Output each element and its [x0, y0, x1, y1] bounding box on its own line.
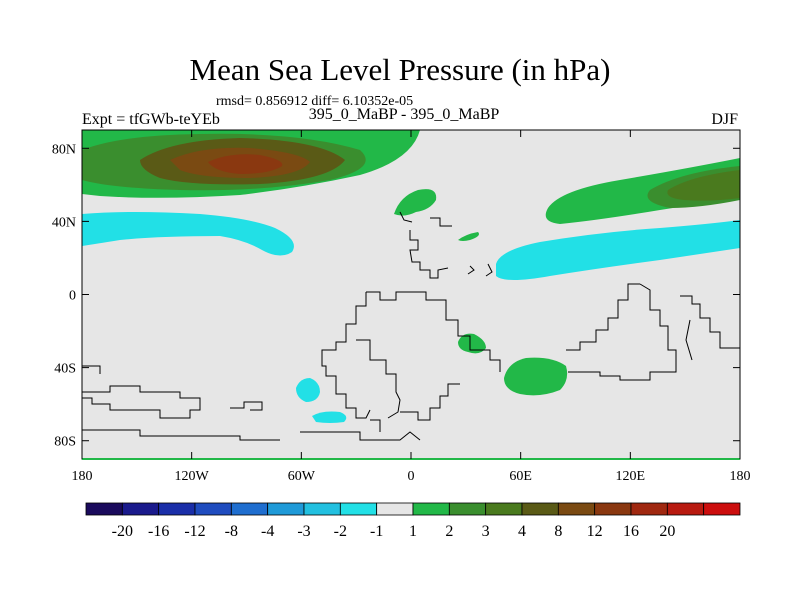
y-tick-label: 40N: [52, 215, 76, 230]
x-tick-label: 120E: [616, 469, 646, 484]
colorbar-swatch: [267, 502, 305, 516]
colorbar-swatch: [194, 502, 232, 516]
colorbar-label: -8: [225, 523, 238, 540]
colorbar-label: 1: [409, 523, 417, 540]
colorbar-label: 16: [623, 523, 639, 540]
anomaly-green-south-indian: [504, 357, 568, 396]
anomaly-cyan-south-2: [312, 411, 347, 423]
map-title: Mean Sea Level Pressure (in hPa): [189, 52, 611, 87]
colorbar-swatch: [121, 502, 160, 516]
colorbar-label: 2: [445, 523, 453, 540]
colorbar-swatch: [339, 502, 378, 516]
colorbar-swatch: [448, 502, 487, 516]
colorbar-label: 20: [659, 523, 675, 540]
colorbar-swatch: [703, 502, 741, 516]
colorbar-swatch: [303, 502, 341, 516]
colorbar-swatch: [485, 502, 523, 516]
anomaly-cyan-south-1: [296, 378, 320, 402]
anomaly-cyan-west: [82, 212, 294, 256]
x-tick-label: 180: [72, 469, 93, 484]
anomaly-green-caspian: [458, 232, 479, 241]
colorbar-label: -3: [297, 523, 310, 540]
colorbar-label: -16: [148, 523, 169, 540]
colorbar-label: -12: [184, 523, 205, 540]
x-tick-label: 0: [408, 469, 415, 484]
season-label: DJF: [711, 111, 738, 128]
comparison-label: 395_0_MaBP - 395_0_MaBP: [308, 106, 500, 123]
colorbar-swatch: [557, 502, 596, 516]
anomaly-green-europe: [394, 189, 437, 216]
contour-fills: [82, 130, 740, 441]
axes: 180 120W 60W 0 60E 120E 180 80N 40N 0 40S 80S: [52, 130, 751, 484]
colorbar-swatch: [376, 502, 414, 516]
y-tick-label: 80S: [54, 435, 76, 450]
colorbar-label: -20: [112, 523, 133, 540]
colorbar-swatch: [230, 502, 269, 516]
y-tick-label: 40S: [54, 362, 76, 377]
colorbar-label: 8: [554, 523, 562, 540]
colorbar-label: -2: [334, 523, 347, 540]
anomaly-dark-north-east: [667, 170, 740, 201]
colorbar-swatch: [630, 502, 668, 516]
anomaly-cyan-east: [496, 220, 740, 280]
x-tick-label: 60W: [288, 469, 316, 484]
colorbar-swatch: [594, 502, 632, 516]
anomaly-orange-north-west: [208, 154, 283, 174]
colorbar: -20 -16 -12 -8 -4 -3 -2 -1 1 2 3 4 8 12 16 20: [85, 502, 741, 540]
anomaly-green-south-africa: [458, 333, 486, 354]
y-tick-label: 0: [69, 289, 76, 304]
y-tick-label: 80N: [52, 142, 76, 157]
colorbar-swatch: [666, 502, 705, 516]
colorbar-label: -4: [261, 523, 274, 540]
stats-subtitle: rmsd= 0.856912 diff= 6.10352e-05: [216, 94, 414, 109]
colorbar-swatch: [521, 502, 559, 516]
colorbar-label: 4: [518, 523, 526, 540]
colorbar-swatch: [412, 502, 450, 516]
x-tick-label: 120W: [175, 469, 210, 484]
coastlines: [82, 211, 740, 441]
colorbar-label: 12: [587, 523, 603, 540]
x-tick-label: 60E: [509, 469, 532, 484]
experiment-label: Expt = tfGWb-teYEb: [82, 111, 220, 128]
colorbar-label: 3: [482, 523, 490, 540]
colorbar-swatch: [158, 502, 196, 516]
colorbar-label: -1: [370, 523, 383, 540]
colorbar-swatch: [85, 502, 123, 516]
x-tick-label: 180: [730, 469, 751, 484]
